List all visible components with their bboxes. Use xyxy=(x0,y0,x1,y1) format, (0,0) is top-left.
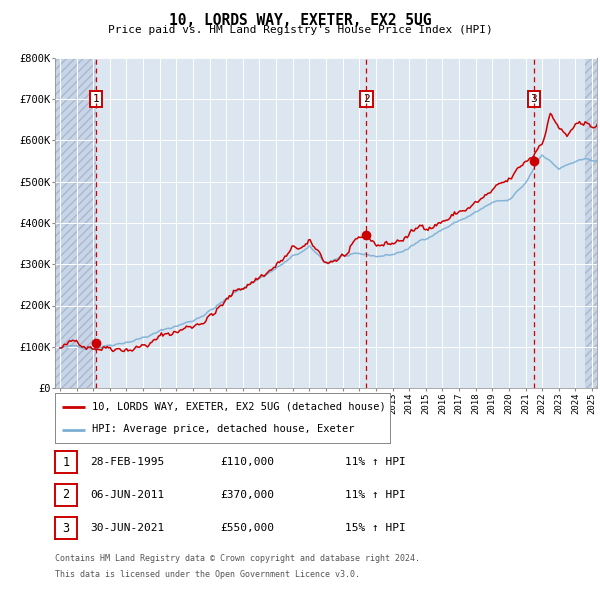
Text: 2: 2 xyxy=(363,94,370,104)
Text: 1: 1 xyxy=(62,455,70,468)
Text: This data is licensed under the Open Government Licence v3.0.: This data is licensed under the Open Gov… xyxy=(55,570,360,579)
Text: 3: 3 xyxy=(530,94,537,104)
Text: 11% ↑ HPI: 11% ↑ HPI xyxy=(345,490,406,500)
Text: 3: 3 xyxy=(62,522,70,535)
Text: 30-JUN-2021: 30-JUN-2021 xyxy=(90,523,164,533)
Text: Contains HM Land Registry data © Crown copyright and database right 2024.: Contains HM Land Registry data © Crown c… xyxy=(55,554,420,563)
Text: 06-JUN-2011: 06-JUN-2011 xyxy=(90,490,164,500)
Text: Price paid vs. HM Land Registry's House Price Index (HPI): Price paid vs. HM Land Registry's House … xyxy=(107,25,493,35)
Text: £370,000: £370,000 xyxy=(220,490,274,500)
Text: £550,000: £550,000 xyxy=(220,523,274,533)
Text: 28-FEB-1995: 28-FEB-1995 xyxy=(90,457,164,467)
Text: 15% ↑ HPI: 15% ↑ HPI xyxy=(345,523,406,533)
Text: HPI: Average price, detached house, Exeter: HPI: Average price, detached house, Exet… xyxy=(92,424,355,434)
Text: 10, LORDS WAY, EXETER, EX2 5UG (detached house): 10, LORDS WAY, EXETER, EX2 5UG (detached… xyxy=(92,402,386,411)
Bar xyxy=(586,58,600,388)
Text: 11% ↑ HPI: 11% ↑ HPI xyxy=(345,457,406,467)
Text: £110,000: £110,000 xyxy=(220,457,274,467)
Text: 10, LORDS WAY, EXETER, EX2 5UG: 10, LORDS WAY, EXETER, EX2 5UG xyxy=(169,13,431,28)
Text: 1: 1 xyxy=(92,94,99,104)
Bar xyxy=(52,58,96,388)
Text: 2: 2 xyxy=(62,489,70,502)
